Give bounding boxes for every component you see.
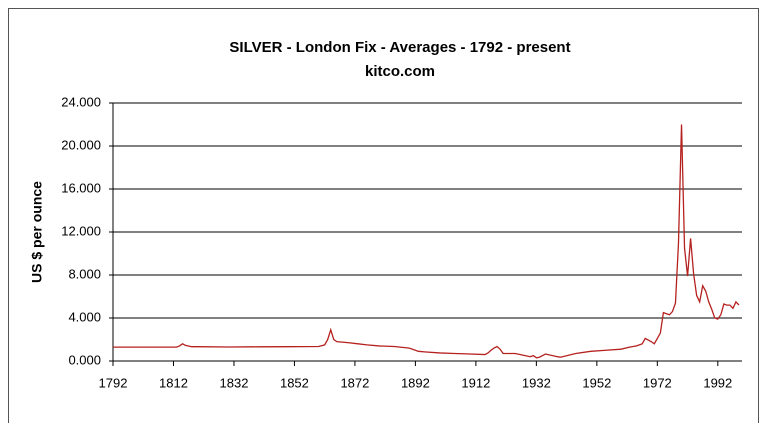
x-tick-label: 1972 xyxy=(643,375,672,390)
x-tick-label: 1872 xyxy=(340,375,369,390)
x-tick-label: 1792 xyxy=(99,375,128,390)
chart-title: SILVER - London Fix - Averages - 1792 - … xyxy=(229,39,570,56)
x-tick-label: 1832 xyxy=(220,375,249,390)
chart-frame xyxy=(8,8,759,428)
x-tick-label: 1952 xyxy=(582,375,611,390)
x-tick-label: 1912 xyxy=(461,375,490,390)
y-tick-label: 12.000 xyxy=(61,223,101,238)
y-tick-label: 4.000 xyxy=(68,309,101,324)
y-tick-label: 16.000 xyxy=(61,180,101,195)
x-tick-label: 1892 xyxy=(401,375,430,390)
y-tick-label: 20.000 xyxy=(61,137,101,152)
y-tick-label: 24.000 xyxy=(61,94,101,109)
y-axis-label: US $ per ounce xyxy=(29,181,45,283)
y-tick-label: 0.000 xyxy=(68,352,101,367)
data-line xyxy=(113,124,740,359)
x-tick-label: 1852 xyxy=(280,375,309,390)
chart-subtitle: kitco.com xyxy=(365,63,435,80)
y-tick-label: 8.000 xyxy=(68,266,101,281)
x-tick-label: 1992 xyxy=(703,375,732,390)
x-tick-label: 1812 xyxy=(159,375,188,390)
x-tick-label: 1932 xyxy=(522,375,551,390)
